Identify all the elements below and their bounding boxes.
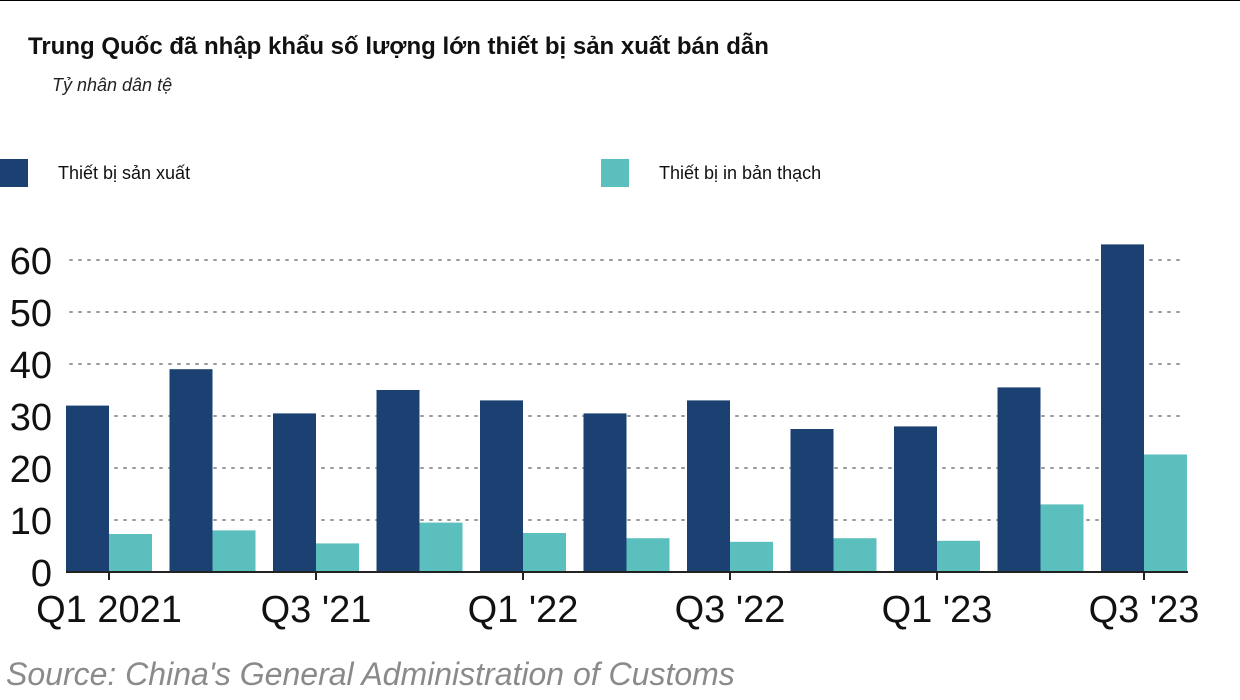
y-tick-label: 20 (10, 449, 52, 491)
bar-lithography (316, 543, 359, 572)
x-tick-label: Q3 '22 (675, 589, 786, 631)
bar-production (273, 413, 316, 572)
x-tick-label: Q3 '23 (1089, 589, 1200, 631)
bar-lithography (212, 530, 256, 572)
bar-lithography (1144, 454, 1187, 572)
bar-lithography (523, 533, 566, 572)
y-tick-label: 30 (10, 397, 52, 439)
bar-production (1101, 244, 1144, 572)
bar-production (790, 429, 834, 572)
y-tick-label: 50 (10, 293, 52, 335)
legend-swatch-production (0, 159, 28, 187)
y-tick-label: 0 (31, 553, 52, 595)
legend-swatch-lithography (601, 159, 629, 187)
bar-production (583, 413, 627, 572)
bar-lithography (1040, 504, 1084, 572)
source-note: Source: China's General Administration o… (6, 656, 735, 692)
bar-lithography (109, 534, 152, 572)
bar-lithography (730, 541, 773, 572)
legend-label-production: Thiết bị sản xuất (58, 162, 191, 183)
y-tick-label: 60 (10, 241, 52, 283)
x-tick-label: Q1 '23 (882, 589, 993, 631)
bar-production (66, 405, 109, 572)
bar-production (894, 426, 937, 572)
chart-subtitle: Tỷ nhân dân tệ (52, 75, 173, 95)
y-tick-label: 40 (10, 345, 52, 387)
x-tick-label: Q3 '21 (261, 589, 372, 631)
bar-lithography (937, 540, 980, 572)
bar-production (480, 400, 523, 572)
legend-item-lithography: Thiết bị in bản thạch (601, 158, 821, 188)
x-tick-label: Q1 '22 (468, 589, 579, 631)
bar-production (376, 390, 420, 572)
bar-production (687, 400, 730, 572)
chart-title: Trung Quốc đã nhập khẩu số lượng lớn thi… (28, 33, 769, 60)
bar-lithography (833, 538, 877, 572)
bar-lithography (419, 522, 463, 572)
top-border (0, 0, 1240, 1)
legend-item-production: Thiết bị sản xuất (0, 158, 190, 188)
bar-production (997, 387, 1041, 572)
bar-lithography (626, 538, 670, 572)
bar-production (169, 369, 213, 572)
y-tick-label: 10 (10, 501, 52, 543)
x-tick-label: Q1 2021 (36, 589, 182, 631)
legend-label-lithography: Thiết bị in bản thạch (659, 162, 822, 183)
bar-chart: 0 10 20 30 40 50 60 Q1 2021 Q3 '21 Q1 '22 Q3 '22 Q1… (10, 241, 1200, 631)
